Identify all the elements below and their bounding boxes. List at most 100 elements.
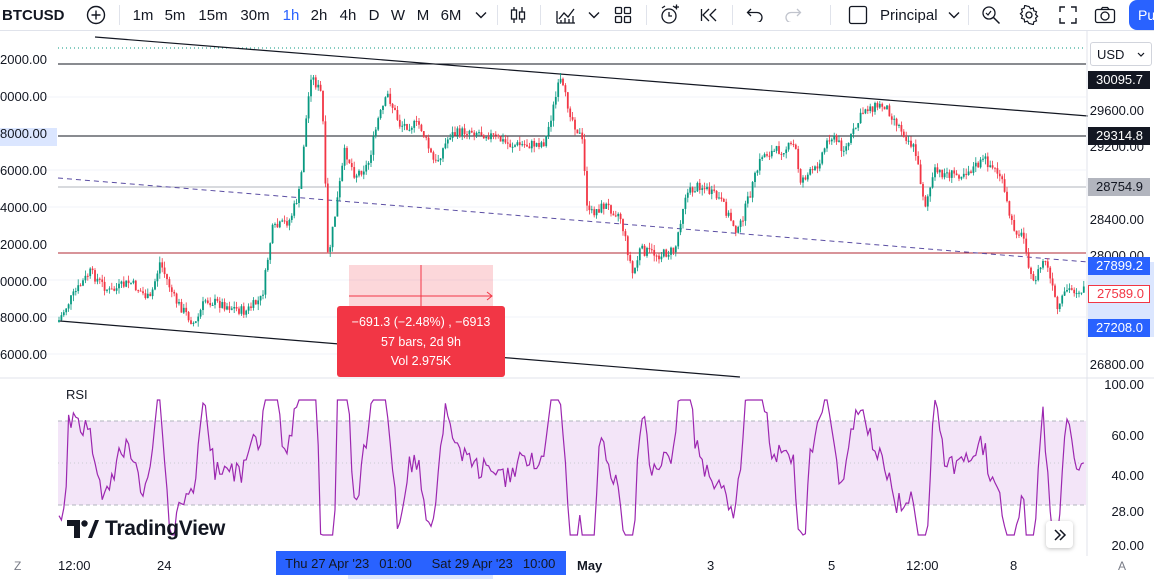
scroll-to-realtime-button[interactable]: [1046, 521, 1073, 548]
timeframe-15m[interactable]: 15m: [194, 0, 232, 30]
candle-body: [799, 169, 802, 183]
currency-selector[interactable]: USD: [1090, 42, 1152, 66]
left-price-label: 6000.00: [0, 163, 47, 178]
candle-body: [439, 158, 442, 161]
trend-line-dashed[interactable]: [57, 177, 1089, 263]
timeframe-2h[interactable]: 2h: [306, 0, 332, 30]
candle-body: [737, 226, 740, 233]
redo-icon: [785, 8, 802, 22]
chart-type-button[interactable]: [505, 0, 531, 30]
redo-button[interactable]: [780, 0, 806, 30]
price-tick: 29600.00: [1089, 103, 1144, 118]
candle-body: [1066, 290, 1068, 292]
replay-icon: [700, 8, 717, 22]
price-tag-27208: 27208.0: [1088, 319, 1150, 337]
candle-body: [166, 274, 168, 280]
candle-body: [542, 142, 545, 147]
candle-body: [1039, 267, 1042, 270]
candle-body: [60, 315, 63, 321]
candle-body: [146, 293, 149, 299]
quick-search-button[interactable]: [978, 0, 1004, 30]
timeframe-30m[interactable]: 30m: [236, 0, 274, 30]
candle-body: [602, 203, 605, 209]
candle-body: [202, 301, 204, 311]
candle-body: [307, 96, 310, 119]
candle-body: [569, 108, 572, 118]
timeframe-5m[interactable]: 5m: [160, 0, 190, 30]
candle-body: [768, 155, 771, 157]
timeframe-1m[interactable]: 1m: [128, 0, 158, 30]
indicators-dropdown[interactable]: [585, 0, 603, 30]
undo-button[interactable]: [742, 0, 768, 30]
candle-body: [646, 247, 648, 256]
time-axis[interactable]: Z 12:00 24 May 3 5 12:00 8 A Thu 27 Apr …: [0, 551, 1154, 587]
candle-body: [254, 300, 257, 305]
candle-body: [360, 170, 363, 175]
candle-body: [94, 270, 96, 282]
fullscreen-button[interactable]: [1055, 0, 1081, 30]
candle-body: [242, 306, 245, 315]
candle-body: [809, 169, 812, 175]
candle-body: [98, 278, 101, 280]
candle-body: [382, 105, 384, 110]
candle-body: [689, 187, 692, 193]
currency-label: USD: [1097, 46, 1125, 62]
timeframe-w[interactable]: W: [387, 0, 409, 30]
candle-body: [667, 254, 670, 257]
auto-scale-toggle[interactable]: A: [1118, 559, 1127, 573]
measure-volume: Vol 2.975K: [390, 354, 452, 368]
screenshot-button[interactable]: [1092, 0, 1118, 30]
candle-body: [732, 220, 735, 226]
candle-body: [65, 308, 68, 313]
timeframe-6m[interactable]: 6M: [437, 0, 465, 30]
trend-line-upper[interactable]: [94, 36, 1089, 117]
symbol-search-button[interactable]: BTCUSD: [0, 0, 72, 30]
add-symbol-button[interactable]: [83, 0, 109, 30]
candles-icon: [510, 7, 526, 23]
candle-body: [343, 147, 346, 166]
candle-body: [425, 136, 428, 138]
tradingview-logo[interactable]: TradingView: [67, 517, 225, 541]
candle-body: [653, 249, 656, 256]
candle-body: [998, 173, 1001, 177]
timeframe-1h[interactable]: 1h: [278, 0, 304, 30]
candle-body: [550, 120, 552, 127]
candle-body: [197, 316, 200, 322]
timeframe-label: 4h: [339, 6, 357, 24]
layout-toggle[interactable]: [846, 0, 870, 30]
price-chart[interactable]: [0, 0, 1154, 556]
replay-button[interactable]: [696, 0, 722, 30]
log-scale-toggle[interactable]: Z: [14, 559, 22, 573]
timeframe-4h[interactable]: 4h: [335, 0, 361, 30]
candle-body: [170, 287, 173, 292]
templates-button[interactable]: [610, 0, 636, 30]
alert-button[interactable]: [657, 0, 683, 30]
timeframe-dropdown[interactable]: [472, 0, 490, 30]
candle-body: [58, 320, 60, 322]
candle-body: [869, 106, 872, 111]
settings-button[interactable]: [1016, 0, 1042, 30]
rsi-title[interactable]: RSI: [66, 387, 88, 402]
indicators-button[interactable]: [553, 0, 579, 30]
layout-name-button[interactable]: Principal: [880, 0, 962, 30]
candle-body: [125, 280, 128, 287]
timeframe-d[interactable]: D: [364, 0, 384, 30]
candle-body: [122, 281, 125, 287]
candle-body: [895, 118, 898, 126]
candle-body: [682, 208, 684, 224]
candle-body: [144, 293, 147, 299]
timeframe-m[interactable]: M: [412, 0, 434, 30]
candle-body: [826, 140, 828, 149]
candle-body: [715, 190, 718, 199]
publish-button[interactable]: Pu: [1129, 0, 1154, 30]
candle-body: [1042, 261, 1044, 268]
candle-body: [379, 109, 382, 119]
candle-body: [718, 197, 720, 199]
candle-body: [566, 92, 569, 109]
candle-body: [84, 275, 87, 281]
candle-body: [1049, 267, 1052, 279]
price-tag-27899: 27899.2: [1088, 257, 1150, 275]
candle-body: [617, 213, 620, 217]
candle-body: [1018, 234, 1020, 236]
candle-body: [662, 249, 665, 257]
